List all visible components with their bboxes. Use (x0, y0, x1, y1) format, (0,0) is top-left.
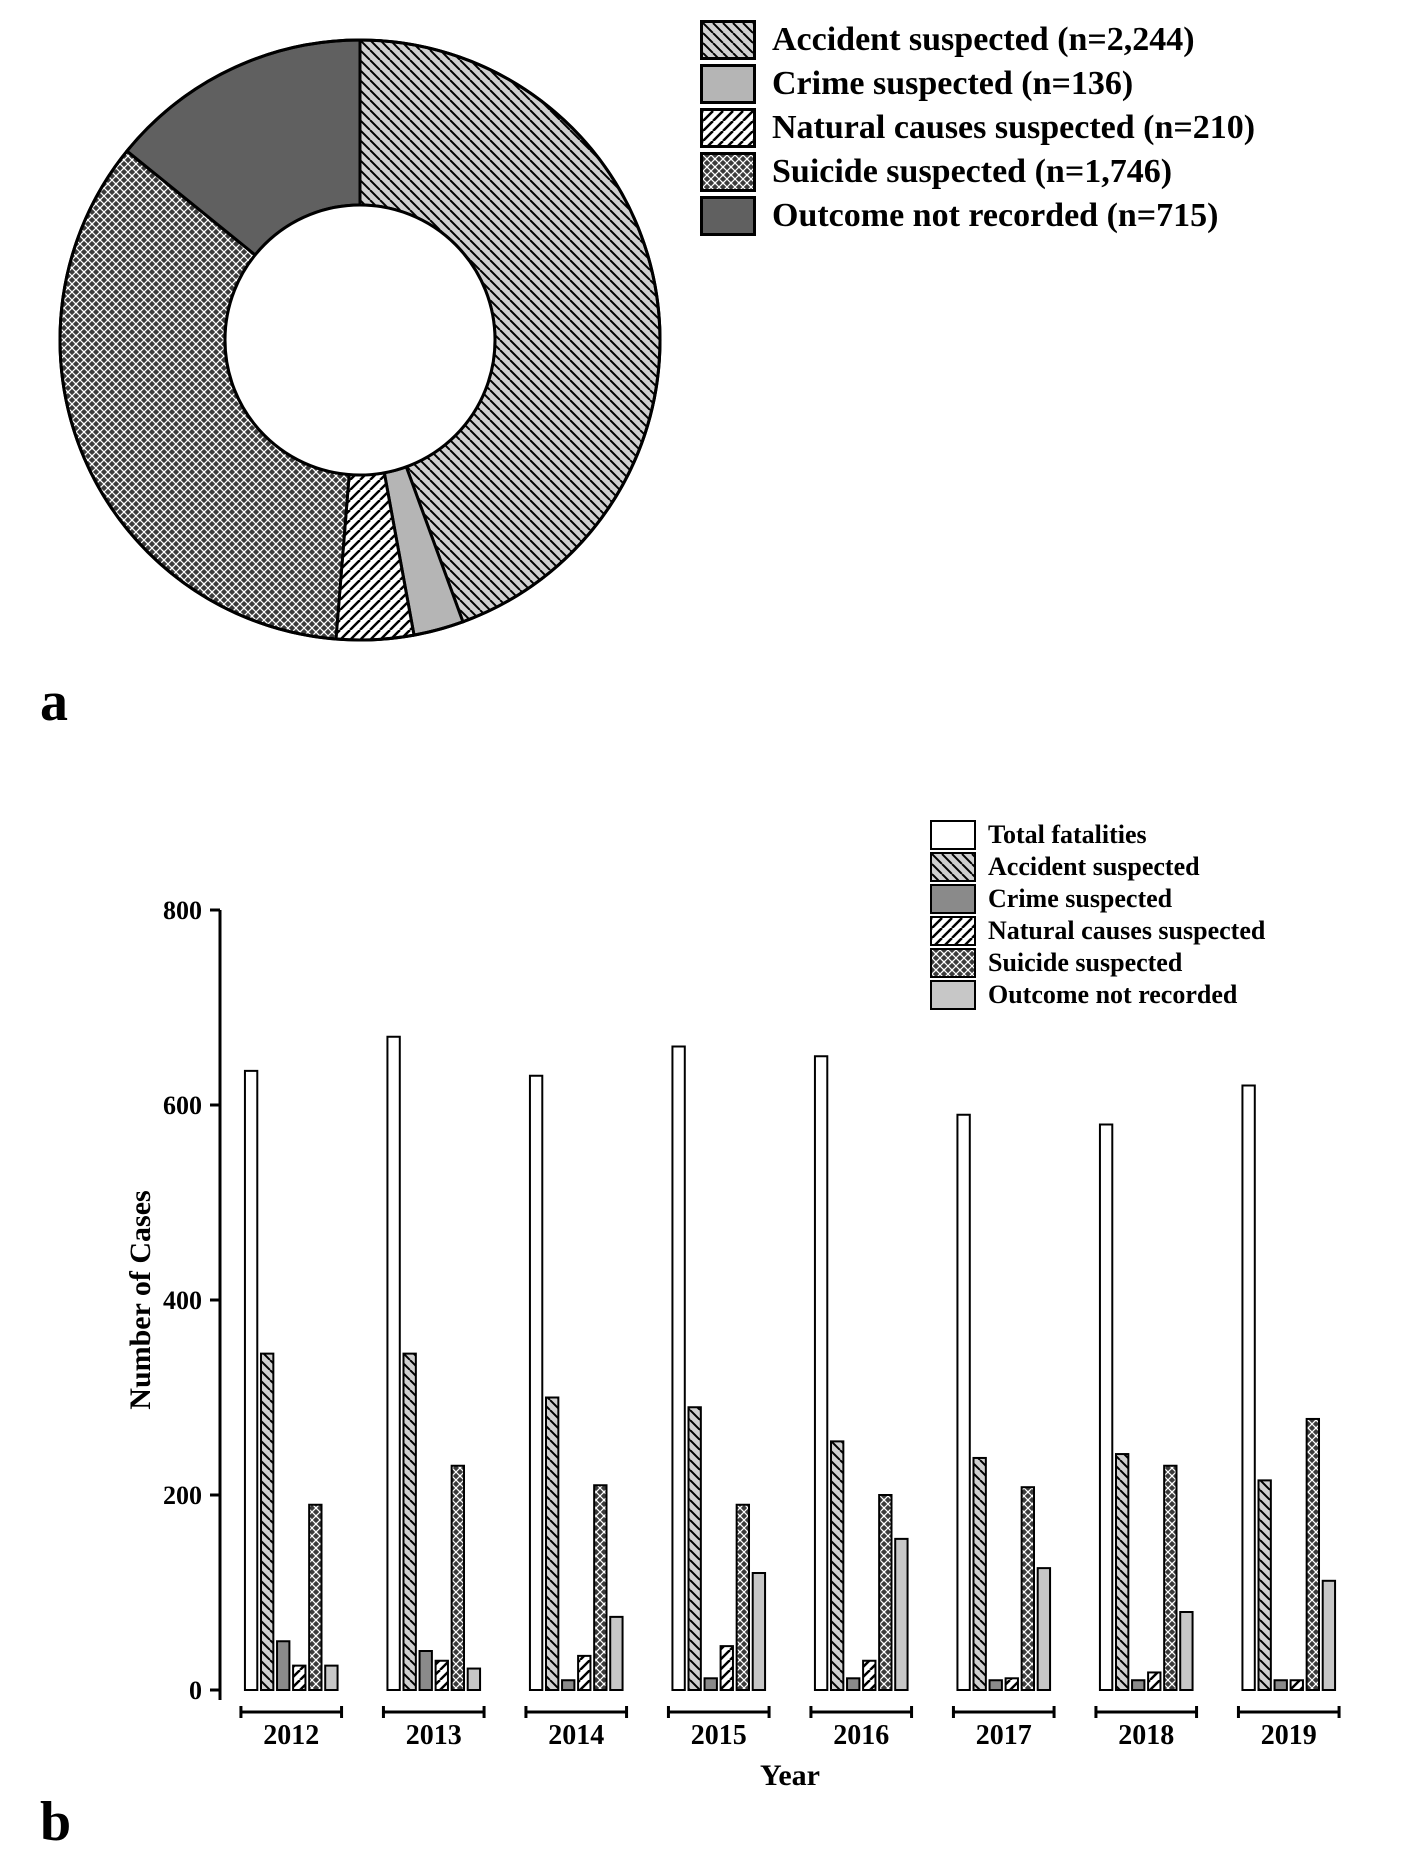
bar-2013-total (387, 1037, 399, 1690)
x-tick-label: 2012 (263, 1720, 319, 1751)
legend-swatch (930, 852, 976, 882)
legend-swatch (700, 196, 756, 236)
panel-b-label: b (40, 1790, 71, 1854)
legend-swatch (930, 820, 976, 850)
donut-chart (40, 20, 680, 660)
bar-2012-total (245, 1071, 257, 1690)
bar-2015-total (672, 1047, 684, 1691)
bar-2019-notrec (1323, 1581, 1335, 1690)
bar-2013-crime (420, 1651, 432, 1690)
panel-a-label: a (40, 670, 68, 734)
bar-2018-suicide (1164, 1466, 1176, 1690)
x-tick-label: 2016 (833, 1720, 889, 1751)
bar-2014-total (530, 1076, 542, 1690)
bar-2018-total (1100, 1125, 1112, 1691)
bar-2012-suicide (309, 1505, 321, 1690)
bar-2014-accident (546, 1398, 558, 1691)
bar-2012-natural (293, 1666, 305, 1690)
bar-2014-notrec (610, 1617, 622, 1690)
y-tick-label: 800 (163, 896, 202, 925)
panel-b: Total fatalitiesAccident suspectedCrime … (120, 820, 1380, 1820)
x-tick-label: 2019 (1261, 1720, 1317, 1751)
bar-2018-natural (1148, 1672, 1160, 1690)
x-axis-title: Year (760, 1759, 820, 1792)
bar-2016-suicide (879, 1495, 891, 1690)
legend-swatch (700, 64, 756, 104)
legend-a-row-natural: Natural causes suspected (n=210) (700, 108, 1400, 148)
bar-2013-accident (403, 1354, 415, 1690)
legend-label: Suicide suspected (n=1,746) (772, 153, 1172, 191)
bar-2014-crime (562, 1680, 574, 1690)
x-tick-label: 2015 (691, 1720, 747, 1751)
legend-b-row-total: Total fatalities (930, 820, 1350, 850)
bar-2019-suicide (1307, 1419, 1319, 1690)
bar-2015-natural (721, 1646, 733, 1690)
bar-2017-suicide (1022, 1487, 1034, 1690)
bar-2016-total (815, 1056, 827, 1690)
legend-label: Natural causes suspected (n=210) (772, 109, 1255, 147)
legend-swatch (700, 152, 756, 192)
legend-label: Total fatalities (988, 820, 1147, 850)
bar-2015-notrec (753, 1573, 765, 1690)
bar-2016-accident (831, 1441, 843, 1690)
bar-2018-accident (1116, 1454, 1128, 1690)
bar-2015-suicide (737, 1505, 749, 1690)
x-tick-label: 2013 (406, 1720, 462, 1751)
bar-2017-crime (990, 1680, 1002, 1690)
legend-label: Accident suspected (n=2,244) (772, 21, 1195, 59)
x-tick-label: 2018 (1118, 1720, 1174, 1751)
bar-2016-notrec (895, 1539, 907, 1690)
y-axis-title: Number of Cases (124, 1190, 157, 1409)
legend-b-row-accident: Accident suspected (930, 852, 1350, 882)
bar-2017-natural (1006, 1678, 1018, 1690)
y-tick-label: 600 (163, 1091, 202, 1120)
bar-2013-natural (436, 1661, 448, 1690)
legend-label: Accident suspected (988, 852, 1200, 882)
legend-a-row-suicide: Suicide suspected (n=1,746) (700, 152, 1400, 192)
bar-2019-total (1242, 1086, 1254, 1691)
x-tick-label: 2017 (976, 1720, 1032, 1751)
bar-2012-accident (261, 1354, 273, 1690)
bar-2015-crime (705, 1678, 717, 1690)
bar-2016-natural (863, 1661, 875, 1690)
bar-2015-accident (688, 1407, 700, 1690)
legend-a: Accident suspected (n=2,244) Crime suspec… (700, 20, 1400, 240)
y-tick-label: 0 (189, 1676, 202, 1705)
legend-a-row-crime: Crime suspected (n=136) (700, 64, 1400, 104)
legend-a-row-notrec: Outcome not recorded (n=715) (700, 196, 1400, 236)
legend-label: Crime suspected (n=136) (772, 65, 1133, 103)
bar-2013-notrec (468, 1669, 480, 1690)
bar-2016-crime (847, 1678, 859, 1690)
bar-2018-crime (1132, 1680, 1144, 1690)
bar-2013-suicide (452, 1466, 464, 1690)
bar-2017-accident (973, 1458, 985, 1690)
bar-2019-natural (1291, 1680, 1303, 1690)
x-tick-label: 2014 (548, 1720, 604, 1751)
panel-a: Accident suspected (n=2,244) Crime suspec… (40, 20, 1378, 700)
bar-2012-crime (277, 1641, 289, 1690)
bar-2018-notrec (1180, 1612, 1192, 1690)
legend-label: Outcome not recorded (n=715) (772, 197, 1219, 235)
bar-2012-notrec (325, 1666, 337, 1690)
bar-2019-crime (1275, 1680, 1287, 1690)
y-tick-label: 400 (163, 1286, 202, 1315)
legend-swatch (700, 20, 756, 60)
y-tick-label: 200 (163, 1481, 202, 1510)
bar-2014-suicide (594, 1485, 606, 1690)
bar-2017-total (957, 1115, 969, 1690)
bar-2014-natural (578, 1656, 590, 1690)
bar-2019-accident (1258, 1480, 1270, 1690)
figure-root: Accident suspected (n=2,244) Crime suspec… (0, 0, 1418, 1861)
grouped-bar-chart: 0 200 400 600 800 Number of Cases 2012 2013 2014… (120, 880, 1380, 1800)
bar-2017-notrec (1038, 1568, 1050, 1690)
legend-swatch (700, 108, 756, 148)
legend-a-row-accident: Accident suspected (n=2,244) (700, 20, 1400, 60)
